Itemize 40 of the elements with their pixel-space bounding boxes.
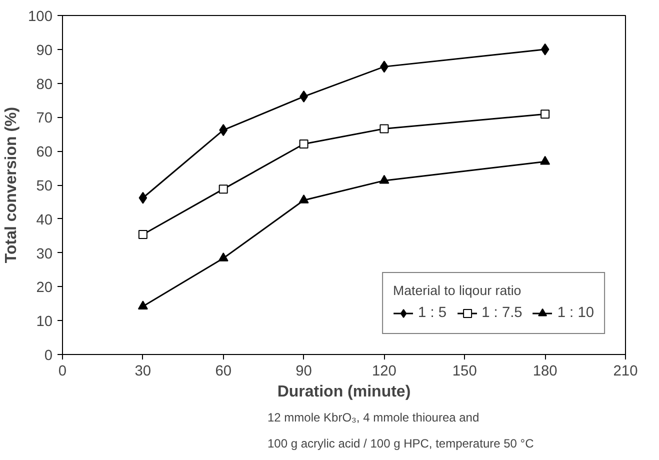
x-tick-label: 150	[452, 364, 477, 380]
x-tick-label: 120	[372, 364, 396, 380]
x-tick-label: 0	[58, 364, 67, 380]
point	[219, 124, 228, 136]
point	[218, 252, 228, 262]
point	[138, 300, 148, 310]
x-tick-label: 210	[613, 364, 638, 380]
y-tick-label: 20	[36, 280, 53, 296]
y-tick-label: 80	[36, 76, 53, 93]
y-tick-label: 30	[36, 246, 53, 262]
point	[540, 43, 550, 56]
y-tick-label: 100	[28, 9, 53, 25]
x-axis-title: Duration (minute)	[277, 384, 411, 400]
y-tick-label: 50	[36, 178, 53, 194]
x-tick-label: 90	[296, 364, 312, 380]
x-tick-label: 60	[215, 364, 232, 380]
point	[380, 124, 389, 134]
y-tick-label: 60	[36, 144, 53, 161]
point	[299, 139, 308, 148]
point	[138, 230, 148, 239]
point	[540, 110, 550, 119]
y-axis-title: Total conversion (%)	[3, 106, 20, 264]
y-tick-label: 10	[36, 314, 53, 330]
y-tick-label: 0	[44, 348, 53, 364]
y-tick-label: 90	[36, 42, 53, 59]
point	[218, 184, 228, 194]
point	[298, 194, 309, 204]
point	[138, 192, 148, 204]
point	[540, 156, 550, 165]
point	[379, 174, 390, 184]
legend-label: 1 : 5	[418, 305, 447, 321]
text: 100 g acrylic acid / 100 g HPC, temperature 50 °C	[268, 436, 534, 450]
legend-label: 1 : 7.5	[482, 305, 522, 321]
y-tick-label: 70	[36, 110, 53, 127]
y-tick-label: 40	[36, 212, 53, 228]
x-tick-label: 30	[134, 364, 152, 380]
legend-title: Material to liqour ratio	[393, 283, 522, 298]
text: 12 mmole KbrO₃, 4 mmole thiourea and	[268, 410, 480, 424]
x-tick-label: 180	[532, 364, 558, 380]
legend-label: 1 : 10	[557, 305, 594, 321]
